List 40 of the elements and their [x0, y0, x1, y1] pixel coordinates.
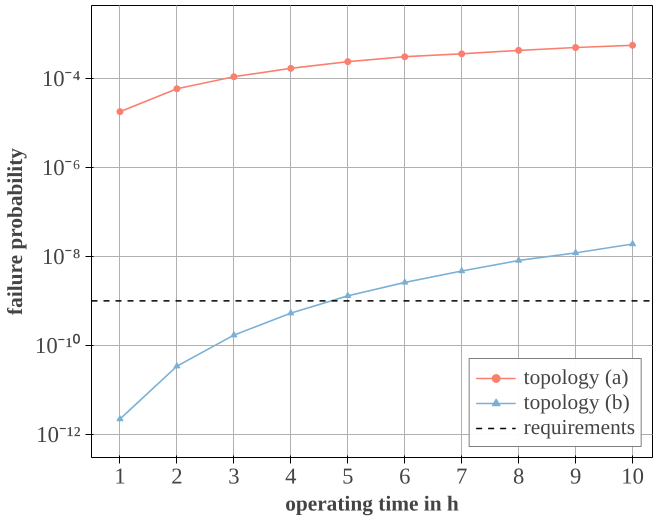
- point: [515, 46, 522, 54]
- x-tick-label: 4: [285, 464, 297, 488]
- y-tick-label: 10⁻⁸: [42, 244, 81, 269]
- point: [287, 64, 294, 72]
- point: [116, 108, 124, 116]
- legend-label: requirements: [524, 415, 635, 440]
- y-tick-label: 10⁻¹⁰: [35, 332, 81, 358]
- point: [458, 267, 466, 274]
- point: [116, 415, 124, 422]
- point: [287, 309, 294, 316]
- point: [629, 42, 636, 49]
- x-tick-label: 1: [114, 464, 126, 488]
- x-tick-label: 6: [399, 464, 410, 488]
- point: [629, 240, 636, 246]
- point: [173, 85, 180, 92]
- legend-label: topology (a): [524, 365, 628, 390]
- x-tick-label: 10: [621, 464, 644, 488]
- y-tick-label: 10⁻⁶: [42, 154, 81, 180]
- point: [515, 256, 522, 263]
- x-tick-label: 9: [570, 464, 582, 488]
- point: [344, 292, 352, 298]
- x-tick-label: 7: [456, 464, 468, 488]
- point: [344, 58, 352, 66]
- y-axis-title: failure probability: [3, 148, 28, 315]
- x-axis-title: operating time in h: [285, 492, 459, 516]
- point: [173, 362, 180, 368]
- point: [230, 73, 238, 80]
- point: [401, 53, 408, 60]
- point: [401, 278, 408, 285]
- x-tick-label: 2: [171, 464, 183, 488]
- point: [230, 331, 238, 338]
- x-tick-label: 3: [228, 464, 240, 488]
- x-tick-label: 5: [342, 464, 354, 488]
- point: [572, 248, 580, 256]
- y-tick-label: 10⁻⁴: [42, 66, 81, 92]
- x-tick-label: 8: [512, 464, 524, 488]
- point: [572, 44, 580, 51]
- legend-label: topology (b): [524, 390, 630, 415]
- y-tick-label: 10⁻¹²: [36, 422, 81, 447]
- point: [458, 50, 466, 58]
